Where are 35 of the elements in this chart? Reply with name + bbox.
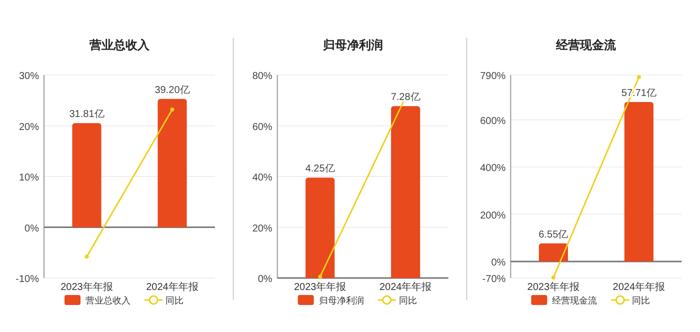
x-tick-label: 2024年年报	[612, 281, 666, 293]
legend-label: 同比	[398, 296, 417, 306]
y-tick-label: -10%	[16, 274, 40, 285]
chart-title: 营业总收入	[88, 38, 150, 52]
data-label: 39.20亿	[154, 84, 190, 96]
x-tick-label: 2023年年报	[60, 281, 113, 293]
legend-label: 同比	[166, 296, 184, 306]
x-tick-label: 2024年年报	[146, 281, 198, 293]
y-tick-label: 790%	[480, 71, 506, 82]
y-tick-label: 10%	[18, 172, 40, 184]
y-tick-label: 400%	[480, 163, 506, 174]
data-label: 4.25亿	[305, 164, 335, 175]
x-tick-label: 2024年年报	[379, 281, 432, 293]
y-tick-label: 0%	[491, 257, 506, 268]
y-tick-label: 30%	[18, 71, 40, 82]
y-tick-label: 200%	[480, 210, 506, 222]
legend-label: 归母净利润	[318, 296, 364, 306]
data-label: 6.55亿	[538, 229, 568, 240]
legend-label: 同比	[632, 296, 650, 306]
chart-title: 经营现金流	[555, 38, 618, 52]
x-tick-label: 2023年年报	[294, 281, 346, 293]
y-tick-label: 0%	[24, 223, 40, 234]
y-tick-label: 80%	[252, 71, 272, 82]
y-tick-label: -70%	[482, 274, 506, 285]
y-tick-label: 60%	[252, 122, 272, 133]
legend-label: 经营现金流	[552, 296, 598, 306]
y-tick-label: 20%	[18, 122, 40, 133]
y-tick-label: 600%	[480, 116, 506, 127]
chart-title: 归母净利润	[322, 38, 383, 52]
y-tick-label: 0%	[258, 274, 272, 285]
x-tick-label: 2023年年报	[527, 281, 580, 293]
y-tick-label: 20%	[252, 223, 272, 234]
legend-label: 营业总收入	[86, 296, 130, 306]
data-label: 31.81亿	[69, 109, 104, 120]
y-tick-label: 40%	[252, 172, 272, 184]
